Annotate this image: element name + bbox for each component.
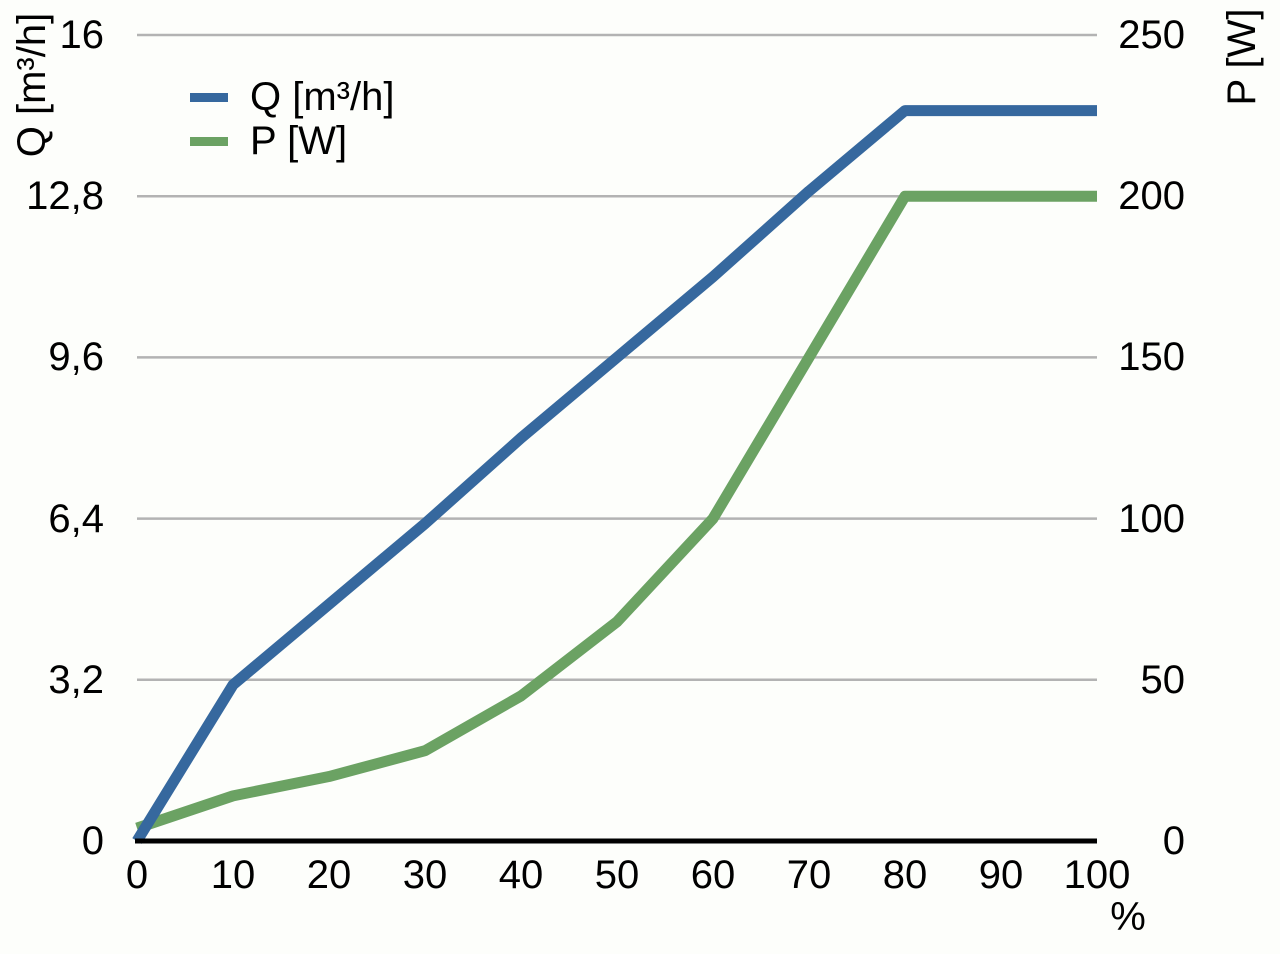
tick-label: 0 (125, 853, 149, 897)
tick-label: 16 (59, 13, 105, 57)
legend: Q [m³/h] P [W] (190, 75, 394, 163)
tick-label: 0 (81, 819, 104, 863)
series-line-p (135, 190, 1097, 834)
tick-label: 12,8 (26, 174, 104, 219)
x-axis-unit-label: % (1110, 895, 1146, 939)
tick-label: 80 (882, 853, 928, 897)
tick-label: 0 (1162, 819, 1185, 863)
tick-label: 30 (402, 853, 448, 897)
right-axis-title: P [W] (1220, 8, 1264, 106)
tick-label: 50 (1140, 657, 1186, 702)
tick-label: 200 (1118, 174, 1185, 219)
tick-label: 100 (1118, 496, 1185, 541)
tick-label: 150 (1118, 335, 1185, 380)
legend-item-q: Q [m³/h] (190, 75, 394, 119)
left-axis-title: Q [m³/h] (10, 12, 54, 158)
tick-label: 6,4 (48, 496, 104, 541)
tick-label: 10 (210, 853, 256, 897)
tick-label: 250 (1118, 13, 1185, 57)
series-line-q (132, 105, 1097, 844)
legend-swatch-q-icon (190, 92, 228, 102)
legend-label-q: Q [m³/h] (250, 74, 395, 119)
tick-label: 9,6 (48, 335, 104, 380)
tick-label: 20 (306, 853, 352, 897)
tick-label: 90 (978, 853, 1024, 897)
tick-label: 100 (1063, 853, 1131, 897)
tick-label: 50 (594, 853, 640, 897)
tick-label: 3,2 (48, 657, 104, 702)
legend-swatch-p-icon (190, 136, 228, 146)
tick-label: 60 (690, 853, 736, 897)
tick-label: 70 (786, 853, 832, 897)
legend-label-p: P [W] (250, 118, 348, 163)
legend-item-p: P [W] (190, 119, 394, 163)
tick-label: 40 (498, 853, 544, 897)
